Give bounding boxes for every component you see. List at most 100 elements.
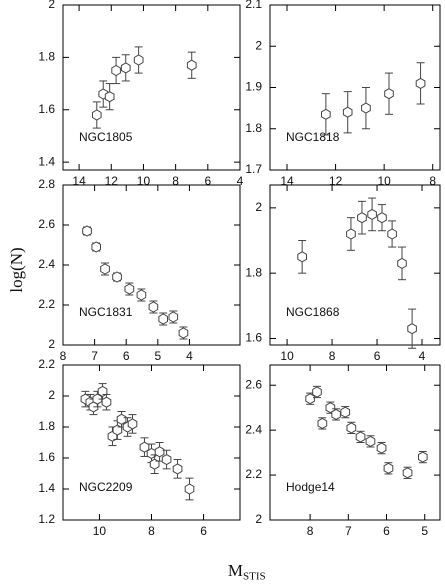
marker	[346, 228, 356, 240]
y-tick-label: 1.7	[245, 162, 262, 176]
y-tick-label: 2.2	[245, 467, 262, 481]
panel-label: NGC1818	[286, 130, 340, 144]
marker	[340, 406, 351, 418]
marker	[92, 393, 103, 405]
marker	[387, 228, 397, 240]
marker	[178, 327, 189, 339]
y-tick-label: 2.1	[245, 0, 262, 11]
x-axis-label: M	[228, 561, 243, 580]
panel-label: NGC1831	[79, 305, 133, 319]
marker	[154, 446, 165, 458]
marker	[168, 311, 179, 323]
marker	[133, 54, 144, 66]
x-tick-label: 10	[93, 524, 107, 538]
y-tick-label: 2	[255, 512, 262, 526]
marker	[101, 396, 112, 408]
marker	[384, 88, 394, 100]
panel-label: NGC1805	[79, 130, 133, 144]
marker	[321, 108, 331, 120]
marker	[172, 463, 183, 475]
marker	[365, 435, 376, 447]
marker	[149, 458, 160, 470]
marker	[92, 109, 102, 121]
marker	[158, 313, 168, 325]
x-tick-label: 7	[345, 524, 352, 538]
y-tick-label: 2	[48, 0, 55, 11]
x-axis-label-sub: STIS	[243, 571, 266, 583]
marker	[100, 263, 110, 275]
x-tick-label: 6	[123, 349, 130, 363]
x-tick-label: 6	[200, 524, 207, 538]
marker	[342, 106, 353, 118]
y-tick-label: 2.2	[38, 357, 55, 371]
y-tick-label: 2.6	[245, 377, 262, 391]
x-tick-label: 8	[429, 174, 436, 188]
x-tick-label: 14	[72, 174, 86, 188]
marker	[139, 441, 150, 453]
y-tick-label: 1.4	[38, 154, 55, 168]
marker	[346, 422, 357, 434]
x-tick-label: 6	[374, 349, 381, 363]
marker	[357, 212, 367, 224]
marker	[325, 402, 336, 414]
x-tick-label: 12	[105, 174, 119, 188]
panel-frame	[269, 4, 441, 171]
y-tick-label: 1.8	[245, 265, 262, 279]
panel-frame	[62, 4, 241, 171]
marker	[148, 301, 159, 313]
y-tick-label: 2.4	[38, 257, 55, 271]
x-tick-label: 5	[421, 524, 428, 538]
marker	[361, 102, 371, 114]
marker	[91, 241, 101, 253]
panel-frame	[269, 184, 441, 346]
panel-frame	[269, 364, 441, 521]
x-tick-label: 8	[329, 349, 336, 363]
marker	[82, 225, 92, 237]
marker	[112, 424, 123, 436]
marker	[377, 212, 387, 224]
x-tick-label: 8	[148, 524, 155, 538]
marker	[305, 393, 315, 405]
marker	[120, 62, 131, 74]
x-tick-label: 6	[383, 524, 390, 538]
marker	[415, 77, 426, 89]
marker	[127, 418, 138, 430]
panel-frame	[62, 184, 241, 346]
marker	[367, 208, 377, 220]
y-tick-label: 2	[48, 388, 55, 402]
y-tick-label: 1.6	[38, 450, 55, 464]
marker	[161, 454, 172, 466]
marker	[383, 462, 394, 474]
marker	[402, 467, 413, 479]
y-tick-label: 1.6	[38, 102, 55, 116]
y-tick-label: 1.2	[38, 512, 55, 526]
marker	[124, 283, 135, 295]
y-tick-label: 1.8	[38, 419, 55, 433]
marker	[97, 385, 108, 397]
y-axis-label: log(N)	[7, 247, 26, 292]
marker	[312, 386, 322, 398]
x-tick-label: 10	[377, 174, 391, 188]
marker	[355, 431, 366, 443]
y-tick-label: 2.8	[38, 177, 55, 191]
marker	[111, 64, 121, 77]
y-tick-label: 1.4	[38, 481, 55, 495]
marker	[136, 289, 147, 301]
x-tick-label: 4	[237, 174, 244, 188]
marker	[116, 413, 127, 425]
marker	[297, 251, 307, 263]
marker	[112, 271, 122, 283]
marker	[331, 408, 341, 420]
marker	[397, 257, 407, 269]
y-tick-label: 2.4	[245, 422, 262, 436]
y-tick-label: 2.6	[38, 217, 55, 231]
y-tick-label: 2	[255, 200, 262, 214]
y-tick-label: 1.6	[245, 331, 262, 345]
marker	[184, 483, 195, 495]
panel-frame	[62, 364, 241, 521]
y-tick-label: 2	[255, 38, 262, 52]
x-tick-label: 5	[154, 349, 161, 363]
x-tick-label: 6	[204, 174, 211, 188]
panel-label: NGC1868	[286, 305, 340, 319]
